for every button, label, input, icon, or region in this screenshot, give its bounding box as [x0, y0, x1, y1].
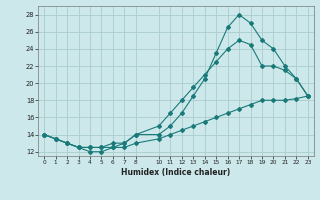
X-axis label: Humidex (Indice chaleur): Humidex (Indice chaleur) — [121, 168, 231, 177]
